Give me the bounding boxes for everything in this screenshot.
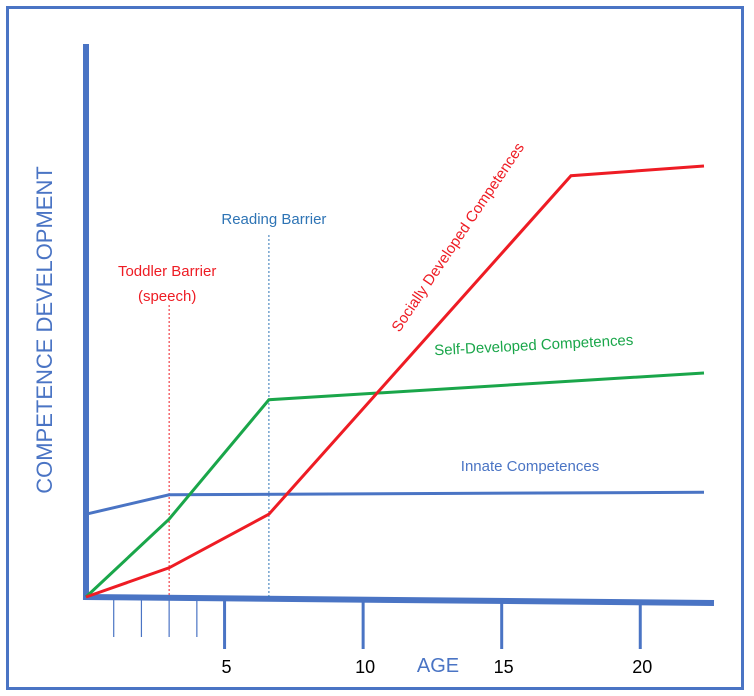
series-line — [85, 164, 705, 599]
x-tick-label: 5 — [222, 657, 232, 677]
series-label: Socially Developed Competences — [389, 140, 529, 335]
x-tick-label: 10 — [355, 657, 375, 677]
barrier-label: Reading Barrier — [221, 211, 326, 228]
y-axis-title: COMPETENCE DEVELOPMENT — [32, 166, 57, 494]
barrier-label: (speech) — [138, 288, 196, 305]
series-label: Innate Competences — [461, 458, 599, 475]
x-axis — [82, 594, 715, 606]
x-tick-label: 15 — [494, 657, 514, 677]
x-axis-title: AGE — [417, 655, 459, 677]
series-line — [84, 371, 705, 599]
x-tick-label: 20 — [632, 657, 652, 677]
series-label: Self-Developed Competences — [434, 332, 634, 359]
chart-frame — [6, 6, 744, 690]
barrier-label: Toddler Barrier — [118, 263, 216, 280]
series-line — [85, 490, 705, 516]
